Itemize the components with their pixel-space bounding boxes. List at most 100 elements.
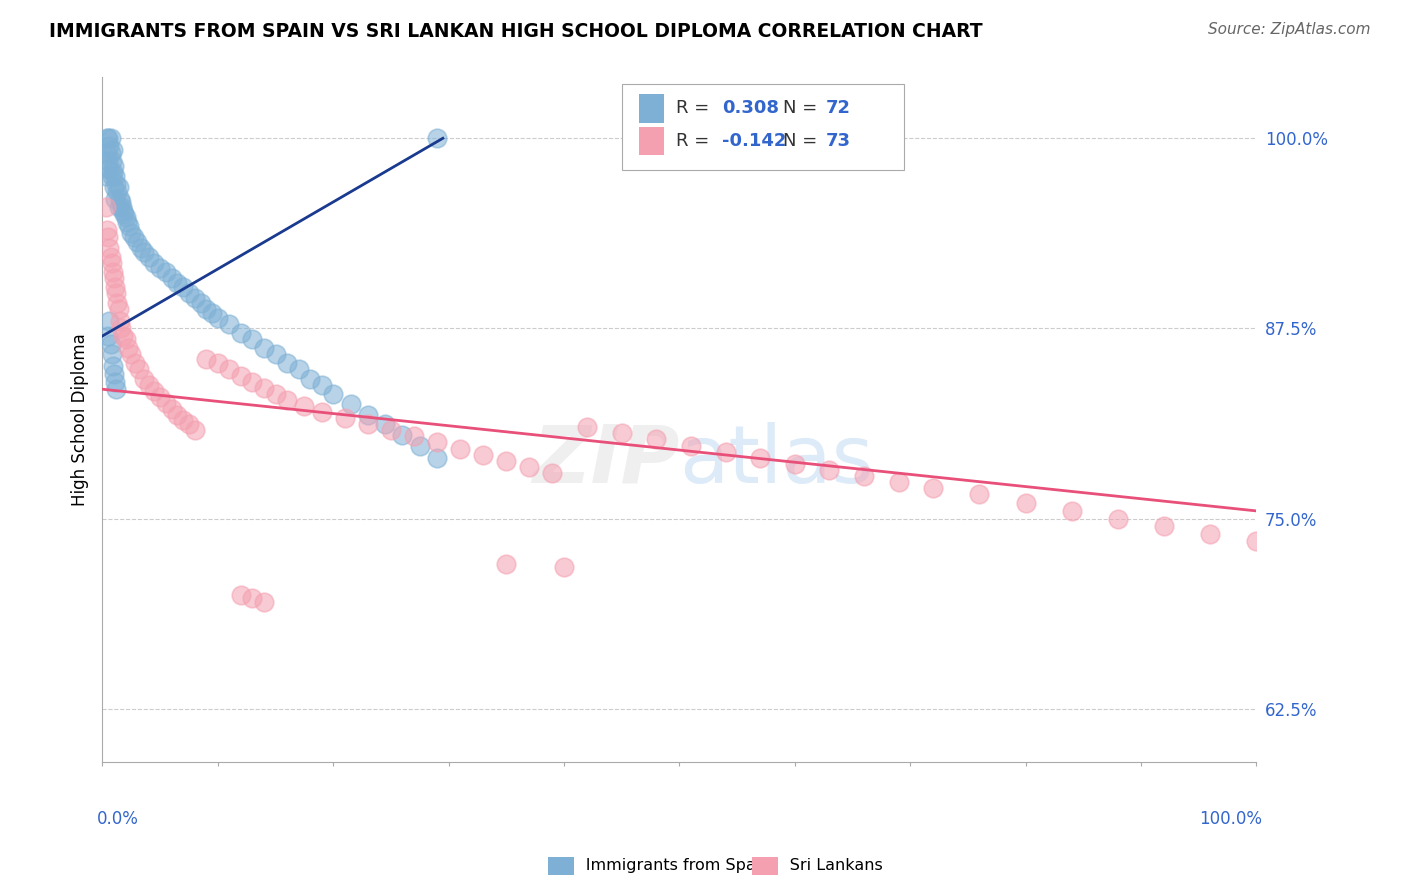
Point xyxy=(104,192,127,206)
Point xyxy=(143,384,166,398)
Point xyxy=(98,314,121,328)
Point xyxy=(112,329,135,343)
Text: Immigrants from Spain: Immigrants from Spain xyxy=(555,858,770,872)
Point xyxy=(103,159,125,173)
Point xyxy=(610,426,633,441)
Point xyxy=(108,314,131,328)
Point xyxy=(242,332,264,346)
Point xyxy=(103,271,125,285)
Text: 0.308: 0.308 xyxy=(723,99,779,117)
Point xyxy=(104,169,127,184)
Point xyxy=(98,139,121,153)
Point xyxy=(114,211,136,225)
Text: R =: R = xyxy=(676,99,716,117)
Point xyxy=(100,131,122,145)
Point xyxy=(449,442,471,456)
Point xyxy=(107,185,129,199)
Point xyxy=(143,256,166,270)
Point xyxy=(783,457,806,471)
Point xyxy=(190,295,212,310)
Point xyxy=(242,375,264,389)
Point xyxy=(374,417,396,432)
Text: ZIP: ZIP xyxy=(531,422,679,500)
Point xyxy=(107,180,129,194)
Point xyxy=(97,154,120,169)
Point xyxy=(495,453,517,467)
Text: IMMIGRANTS FROM SPAIN VS SRI LANKAN HIGH SCHOOL DIPLOMA CORRELATION CHART: IMMIGRANTS FROM SPAIN VS SRI LANKAN HIGH… xyxy=(49,22,983,41)
Point xyxy=(576,420,599,434)
Point xyxy=(160,271,183,285)
Point xyxy=(103,180,125,194)
Point xyxy=(322,386,344,401)
Point xyxy=(195,301,218,316)
Point xyxy=(276,356,298,370)
Point xyxy=(120,226,142,240)
Point xyxy=(149,390,172,404)
Point xyxy=(541,466,564,480)
Point xyxy=(311,377,333,392)
Text: 72: 72 xyxy=(825,99,851,117)
Point xyxy=(100,146,122,161)
Point xyxy=(409,438,432,452)
Point xyxy=(166,408,188,422)
Text: N =: N = xyxy=(783,99,824,117)
Point xyxy=(96,146,118,161)
Point xyxy=(253,341,276,355)
Point xyxy=(426,450,449,465)
Point xyxy=(339,397,361,411)
Point xyxy=(969,487,991,501)
Point xyxy=(110,195,132,210)
Point xyxy=(100,336,122,351)
Point xyxy=(1107,511,1129,525)
Point xyxy=(333,411,356,425)
Point xyxy=(112,207,135,221)
Point xyxy=(402,429,425,443)
FancyBboxPatch shape xyxy=(621,84,904,169)
Point xyxy=(96,131,118,145)
Point xyxy=(1060,504,1083,518)
Point xyxy=(100,256,122,270)
Point xyxy=(104,375,127,389)
Point xyxy=(195,351,218,366)
Bar xyxy=(638,127,665,155)
Point xyxy=(110,321,132,335)
Point xyxy=(311,405,333,419)
Point xyxy=(108,192,131,206)
Point xyxy=(125,235,148,249)
Point xyxy=(177,286,200,301)
Point xyxy=(714,444,737,458)
Point xyxy=(242,591,264,605)
Point xyxy=(97,329,120,343)
Point xyxy=(132,245,155,260)
Point xyxy=(105,177,128,191)
Point xyxy=(357,417,380,432)
Point xyxy=(105,286,128,301)
Point xyxy=(201,306,224,320)
Point xyxy=(98,241,121,255)
Point xyxy=(177,417,200,432)
Point xyxy=(100,154,122,169)
Point xyxy=(495,557,517,571)
Point xyxy=(107,200,129,214)
Point xyxy=(184,291,207,305)
Point xyxy=(553,560,575,574)
Point xyxy=(1246,534,1268,549)
Point xyxy=(100,250,122,264)
Point xyxy=(107,295,129,310)
Point xyxy=(1199,526,1222,541)
Point xyxy=(149,260,172,275)
Point xyxy=(138,377,160,392)
Point xyxy=(749,450,772,465)
Text: atlas: atlas xyxy=(679,422,873,500)
Point xyxy=(218,362,240,376)
Point xyxy=(853,469,876,483)
Point xyxy=(253,381,276,395)
Point xyxy=(94,200,117,214)
Point xyxy=(129,241,152,255)
Text: Sri Lankans: Sri Lankans xyxy=(759,858,883,872)
Text: Source: ZipAtlas.com: Source: ZipAtlas.com xyxy=(1208,22,1371,37)
Y-axis label: High School Diploma: High School Diploma xyxy=(72,334,89,506)
Point xyxy=(292,399,315,413)
Point xyxy=(264,347,287,361)
Point xyxy=(287,362,309,376)
